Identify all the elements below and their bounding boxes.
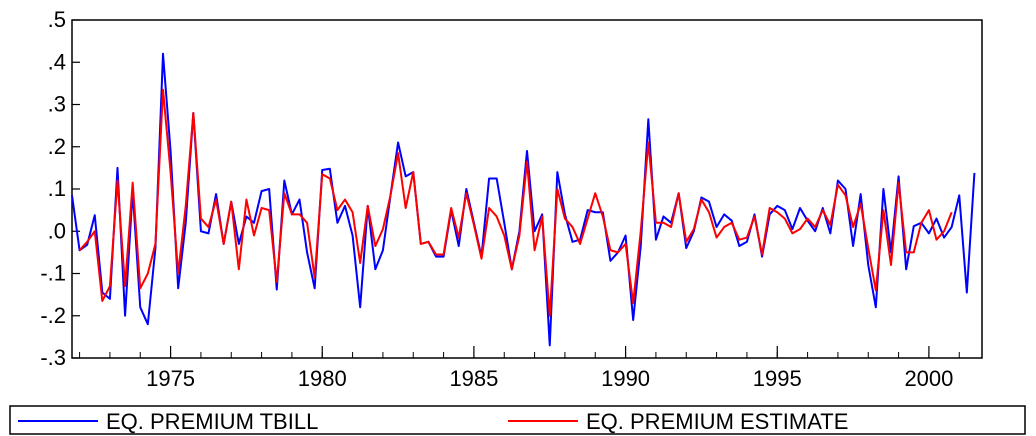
x-tick-label: 2000 xyxy=(904,366,953,391)
y-tick-label: .0 xyxy=(48,218,66,243)
x-tick-label: 1995 xyxy=(753,366,802,391)
y-tick-label: .5 xyxy=(48,7,66,32)
plot-frame xyxy=(71,19,983,359)
series-line-estimate xyxy=(78,88,953,317)
legend-label-estimate: EQ. PREMIUM ESTIMATE xyxy=(586,409,848,434)
y-tick-label: .3 xyxy=(48,92,66,117)
y-tick-label: .2 xyxy=(48,134,66,159)
legend-label-tbill: EQ. PREMIUM TBILL xyxy=(106,409,318,434)
y-tick-label: -.2 xyxy=(40,303,66,328)
x-tick-label: 1985 xyxy=(449,366,498,391)
y-tick-label: -.1 xyxy=(40,261,66,286)
series-lines xyxy=(71,52,976,347)
x-axis: 1975 1980 1985 1990 1995 2000 xyxy=(79,346,960,391)
y-axis: -.3 -.2 -.1 .0 .1 .2 .3 .4 .5 xyxy=(40,7,80,370)
x-tick-label: 1975 xyxy=(146,366,195,391)
y-tick-label: .4 xyxy=(48,49,66,74)
x-tick-label: 1990 xyxy=(601,366,650,391)
legend: EQ. PREMIUM TBILL EQ. PREMIUM ESTIMATE xyxy=(9,405,1026,435)
y-tick-label: -.3 xyxy=(40,345,66,370)
x-tick-label: 1980 xyxy=(298,366,347,391)
y-tick-label: .1 xyxy=(48,176,66,201)
